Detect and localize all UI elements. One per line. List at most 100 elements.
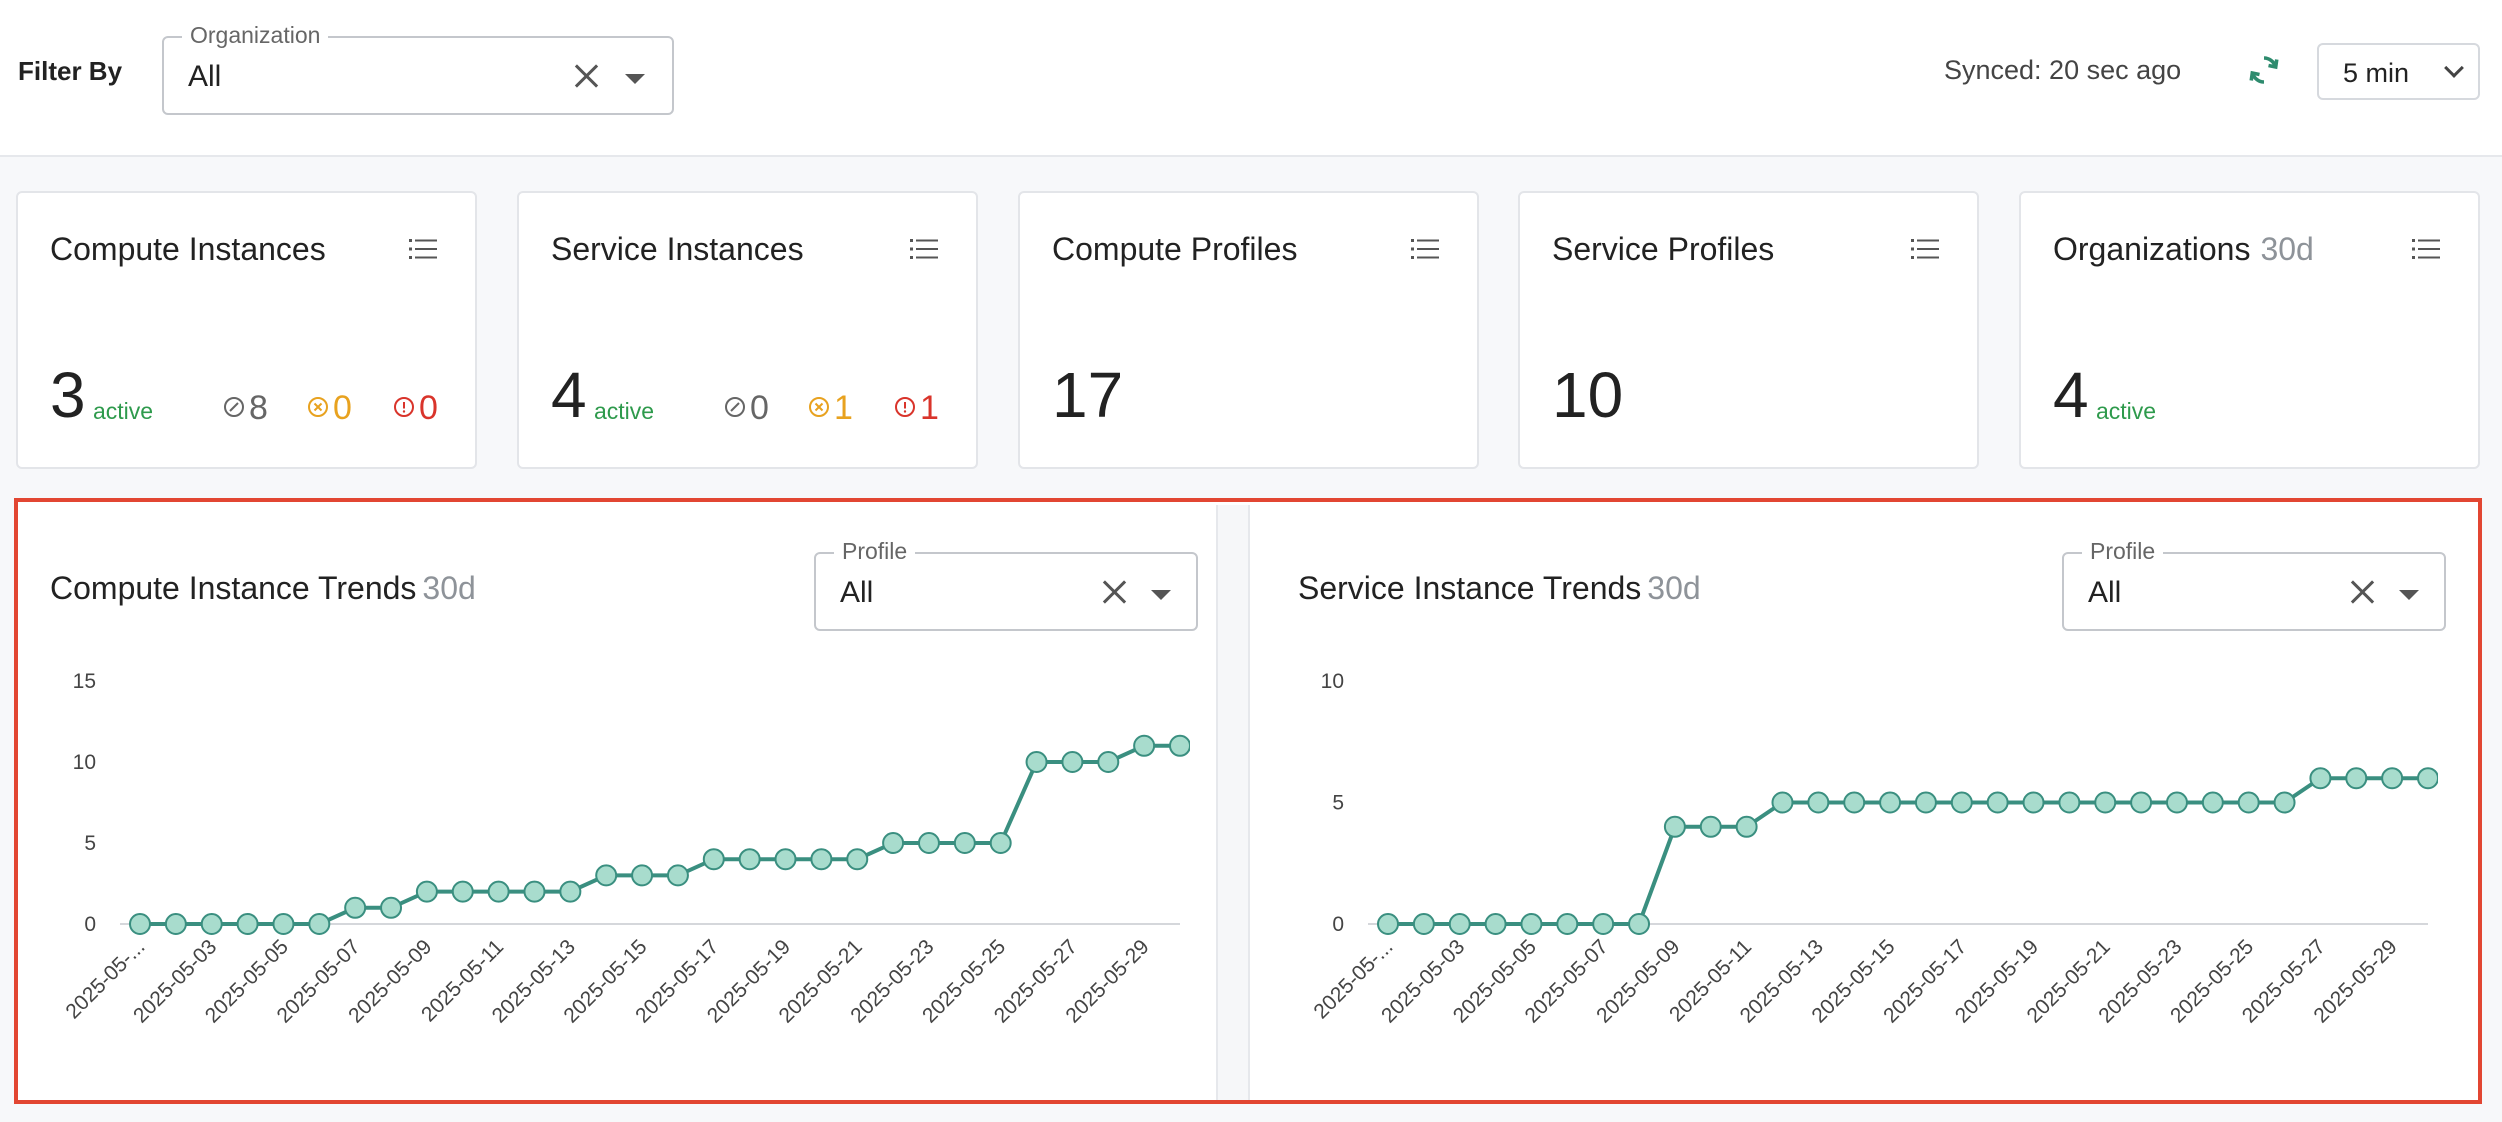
data-point: [523, 880, 546, 903]
data-point: [236, 913, 259, 935]
card-count: 3: [50, 359, 86, 431]
data-point: [1133, 734, 1156, 757]
card-count: 10: [1552, 359, 1624, 431]
card-title-suffix: 30d: [2260, 231, 2314, 267]
profile-legend: Profile: [834, 538, 916, 565]
data-point: [2058, 791, 2081, 814]
error-icon: [895, 397, 915, 418]
organization-legend: Organization: [182, 22, 329, 49]
dropdown-caret-icon[interactable]: [2399, 590, 2419, 600]
data-point: [2201, 791, 2224, 814]
data-point: [917, 832, 940, 854]
data-point: [702, 848, 725, 871]
chevron-down-icon: [2444, 58, 2464, 78]
refresh-interval-value: 5 min: [2343, 58, 2410, 88]
data-point: [1735, 815, 1758, 838]
service-trends-chart: 05102025-05-...2025-05-032025-05-052025-…: [1309, 670, 2438, 1027]
data-point: [1484, 913, 1507, 935]
list-icon[interactable]: [1911, 238, 1939, 260]
warning-stat: 1: [808, 391, 853, 425]
card-service-instances: Service Instances 4 active 0 1 1: [517, 191, 978, 469]
list-icon[interactable]: [1411, 238, 1439, 260]
error-stat: 1: [894, 391, 939, 425]
data-point: [1950, 791, 1973, 814]
data-point: [451, 880, 474, 903]
data-point: [1412, 913, 1435, 935]
clear-icon[interactable]: [1101, 578, 1129, 606]
clear-icon[interactable]: [2349, 578, 2377, 606]
data-point: [1169, 734, 1190, 757]
card-service-profiles: Service Profiles 10: [1518, 191, 1979, 469]
refresh-interval-select[interactable]: 5 min: [2317, 43, 2480, 100]
dropdown-caret-icon[interactable]: [1151, 590, 1171, 600]
y-tick-label: 0: [84, 913, 96, 936]
filter-by-label: Filter By: [18, 56, 123, 86]
data-point: [2417, 767, 2438, 790]
data-point: [1771, 791, 1794, 814]
card-title: Compute Instances: [50, 231, 326, 267]
data-point: [2309, 767, 2332, 790]
data-point: [380, 896, 403, 919]
data-point: [2094, 791, 2117, 814]
data-point: [989, 832, 1012, 854]
data-point: [2345, 767, 2368, 790]
service-profile-select[interactable]: Profile All: [2062, 538, 2446, 631]
warning-icon: [308, 397, 328, 418]
data-point: [738, 848, 761, 871]
error-icon: [394, 397, 414, 418]
y-tick-label: 15: [73, 670, 96, 693]
series-line: [140, 743, 1180, 926]
data-point: [595, 864, 618, 887]
active-label: active: [594, 398, 655, 424]
active-label: active: [93, 398, 154, 424]
card-title: Compute Profiles: [1052, 231, 1298, 267]
card-title: Organizations 30d: [2053, 231, 2314, 267]
data-point: [1879, 791, 1902, 814]
card-organizations: Organizations 30d 4 active: [2019, 191, 2480, 469]
stopped-stat: 8: [223, 391, 268, 425]
data-point: [308, 913, 331, 935]
data-point: [2022, 791, 2045, 814]
organization-value: All: [188, 60, 222, 93]
stopped-stat: 0: [724, 391, 769, 425]
data-point: [415, 880, 438, 903]
data-point: [631, 864, 654, 887]
card-title: Service Profiles: [1552, 231, 1775, 267]
warning-icon: [809, 397, 829, 418]
dropdown-caret-icon[interactable]: [625, 74, 645, 84]
warning-stat: 0: [307, 391, 352, 425]
data-point: [2237, 791, 2260, 814]
card-title: Service Instances: [551, 231, 804, 267]
data-point: [2165, 791, 2188, 814]
y-tick-label: 10: [73, 751, 96, 774]
refresh-icon[interactable]: [2246, 52, 2282, 88]
compute-profile-select[interactable]: Profile All: [814, 538, 1198, 631]
profile-value: All: [2088, 576, 2122, 609]
data-point: [1556, 913, 1579, 935]
organization-select[interactable]: Organization All: [162, 22, 674, 115]
data-point: [2381, 767, 2404, 790]
data-point: [344, 896, 367, 919]
data-point: [1914, 791, 1937, 814]
data-point: [164, 913, 187, 935]
data-point: [487, 880, 510, 903]
data-point: [1699, 815, 1722, 838]
list-icon[interactable]: [409, 238, 437, 260]
list-icon[interactable]: [2412, 238, 2440, 260]
list-icon[interactable]: [910, 238, 938, 260]
data-point: [1025, 751, 1048, 773]
active-label: active: [2096, 398, 2157, 424]
clear-icon[interactable]: [573, 62, 601, 90]
card-compute-profiles: Compute Profiles 17: [1018, 191, 1479, 469]
data-point: [774, 848, 797, 871]
stopped-icon: [725, 397, 745, 418]
data-point: [1377, 913, 1399, 935]
compute-trends-chart: 0510152025-05-...2025-05-032025-05-05202…: [61, 670, 1190, 1027]
data-point: [666, 864, 689, 887]
data-point: [1097, 751, 1120, 773]
data-point: [1448, 913, 1471, 935]
service-trends-title: Service Instance Trends 30d: [1298, 570, 1701, 606]
panel-divider: [1216, 505, 1250, 1100]
compute-trends-title: Compute Instance Trends 30d: [50, 570, 476, 606]
series-line: [1388, 776, 2428, 926]
